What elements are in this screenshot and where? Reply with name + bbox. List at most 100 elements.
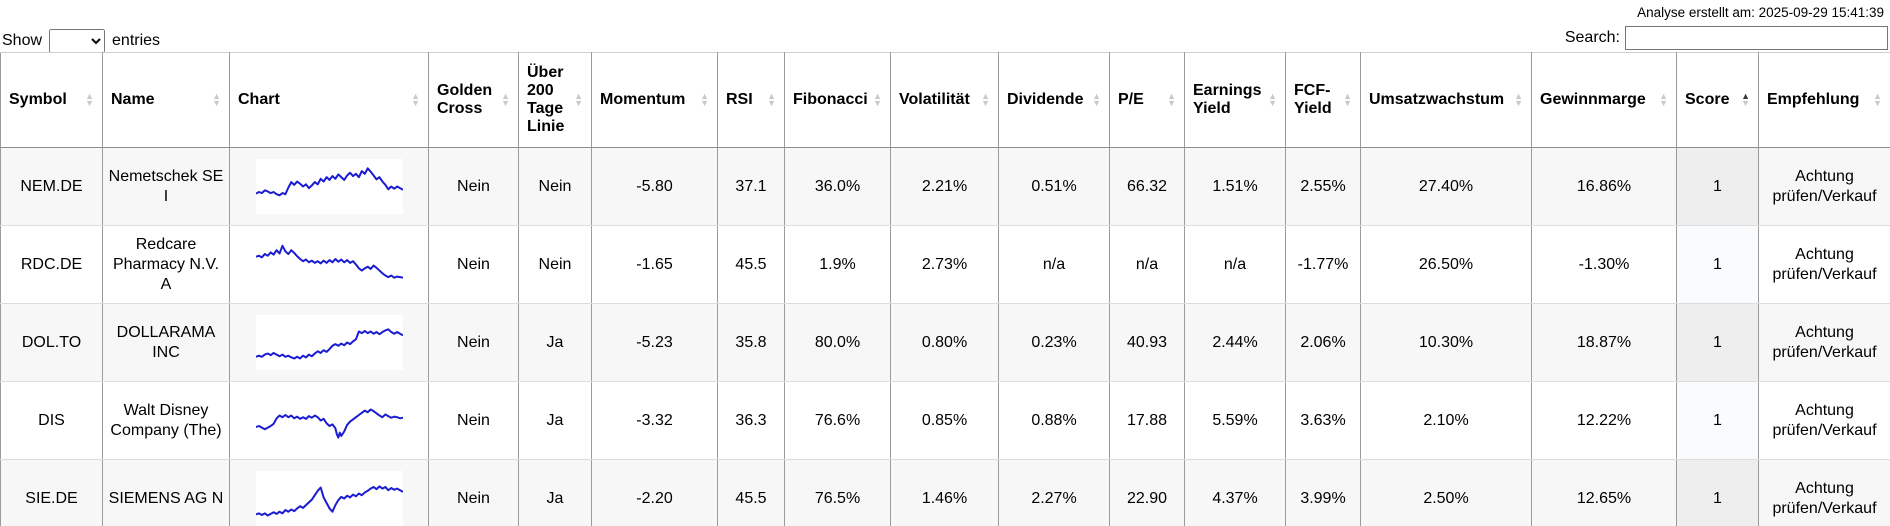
column-header-name[interactable]: Name ▲ ▼	[102, 52, 230, 148]
cell-earnings_yield: 4.37%	[1184, 459, 1286, 526]
column-header-umsatzwachstum[interactable]: Umsatzwachstum ▲ ▼	[1360, 52, 1532, 148]
sort-icon: ▲ ▼	[85, 91, 94, 108]
cell-pe: n/a	[1109, 225, 1185, 304]
cell-name: Walt Disney Company (The)	[102, 381, 230, 460]
cell-momentum: -5.23	[591, 303, 718, 382]
cell-golden_cross: Nein	[428, 147, 519, 226]
cell-fibonacci: 80.0%	[784, 303, 891, 382]
cell-fcf_yield: 3.99%	[1285, 459, 1361, 526]
sort-icon: ▲ ▼	[767, 91, 776, 108]
cell-earnings_yield: 2.44%	[1184, 303, 1286, 382]
cell-symbol: RDC.DE	[0, 225, 103, 304]
cell-score: 1	[1676, 225, 1759, 304]
column-label: P/E	[1118, 91, 1144, 108]
cell-golden_cross: Nein	[428, 381, 519, 460]
cell-golden_cross: Nein	[428, 303, 519, 382]
column-header-symbol[interactable]: Symbol ▲ ▼	[0, 52, 103, 148]
column-header-dividende[interactable]: Dividende ▲ ▼	[998, 52, 1110, 148]
column-header-volatilitaet[interactable]: Volatilität ▲ ▼	[890, 52, 999, 148]
sort-icon: ▲ ▼	[1268, 91, 1277, 108]
column-label: Empfehlung	[1767, 91, 1860, 108]
cell-golden_cross: Nein	[428, 225, 519, 304]
sort-icon: ▲ ▼	[981, 91, 990, 108]
cell-empfehlung: Achtung prüfen/Verkauf	[1758, 225, 1890, 304]
column-label: FCF-Yield	[1294, 82, 1332, 117]
cell-umsatzwachstum: 2.10%	[1360, 381, 1532, 460]
cell-rsi: 45.5	[717, 225, 785, 304]
table-row: RDC.DE Redcare Pharmacy N.V. A Nein Nein -1.…	[0, 225, 1890, 304]
cell-earnings_yield: 5.59%	[1184, 381, 1286, 460]
column-header-fcf_yield[interactable]: FCF-Yield ▲ ▼	[1285, 52, 1361, 148]
cell-chart	[229, 225, 429, 304]
cell-empfehlung: Achtung prüfen/Verkauf	[1758, 381, 1890, 460]
column-header-rsi[interactable]: RSI ▲ ▼	[717, 52, 785, 148]
cell-name: DOLLARAMA INC	[102, 303, 230, 382]
sort-icon: ▲ ▼	[1167, 91, 1176, 108]
entries-label: entries	[112, 32, 161, 49]
cell-name: SIEMENS AG N	[102, 459, 230, 526]
table-row: NEM.DE Nemetschek SE I Nein Nein -5.80 37.1 36…	[0, 147, 1890, 226]
search-input[interactable]	[1625, 26, 1888, 50]
cell-symbol: DOL.TO	[0, 303, 103, 382]
cell-volatilitaet: 1.46%	[890, 459, 999, 526]
cell-fibonacci: 36.0%	[784, 147, 891, 226]
cell-symbol: DIS	[0, 381, 103, 460]
cell-golden_cross: Nein	[428, 459, 519, 526]
cell-volatilitaet: 2.73%	[890, 225, 999, 304]
cell-rsi: 36.3	[717, 381, 785, 460]
cell-fcf_yield: 2.06%	[1285, 303, 1361, 382]
cell-ueber_200_tage_linie: Ja	[518, 381, 592, 460]
column-header-fibonacci[interactable]: Fibonacci ▲ ▼	[784, 52, 891, 148]
cell-fcf_yield: 3.63%	[1285, 381, 1361, 460]
sort-icon: ▲ ▼	[1092, 91, 1101, 108]
cell-ueber_200_tage_linie: Nein	[518, 147, 592, 226]
column-header-empfehlung[interactable]: Empfehlung ▲ ▼	[1758, 52, 1890, 148]
column-header-pe[interactable]: P/E ▲ ▼	[1109, 52, 1185, 148]
cell-symbol: NEM.DE	[0, 147, 103, 226]
sort-icon: ▲ ▼	[1514, 91, 1523, 108]
cell-pe: 40.93	[1109, 303, 1185, 382]
cell-score: 1	[1676, 303, 1759, 382]
sparkline-chart	[255, 393, 403, 448]
stock-table: Symbol ▲ ▼ Name ▲ ▼ Chart ▲ ▼ Golden Cross ▲ ▼ Über …	[0, 52, 1890, 526]
cell-dividende: 0.51%	[998, 147, 1110, 226]
cell-dividende: 0.23%	[998, 303, 1110, 382]
cell-volatilitaet: 0.80%	[890, 303, 999, 382]
cell-chart	[229, 147, 429, 226]
cell-umsatzwachstum: 26.50%	[1360, 225, 1532, 304]
search-control: Search:	[1565, 26, 1888, 50]
cell-gewinnmarge: 12.22%	[1531, 381, 1677, 460]
cell-gewinnmarge: 12.65%	[1531, 459, 1677, 526]
cell-symbol: SIE.DE	[0, 459, 103, 526]
column-label: Über 200 Tage Linie	[527, 64, 565, 135]
sparkline-chart	[255, 237, 403, 292]
search-label: Search:	[1564, 29, 1620, 46]
column-header-golden_cross[interactable]: Golden Cross ▲ ▼	[428, 52, 519, 148]
column-header-gewinnmarge[interactable]: Gewinnmarge ▲ ▼	[1531, 52, 1677, 148]
column-header-momentum[interactable]: Momentum ▲ ▼	[591, 52, 718, 148]
sparkline-chart	[255, 315, 403, 370]
cell-score: 1	[1676, 381, 1759, 460]
column-header-earnings_yield[interactable]: Earnings Yield ▲ ▼	[1184, 52, 1286, 148]
column-header-score[interactable]: Score ▲ ▼	[1676, 52, 1759, 148]
cell-empfehlung: Achtung prüfen/Verkauf	[1758, 303, 1890, 382]
entries-select[interactable]	[49, 29, 106, 53]
cell-fibonacci: 1.9%	[784, 225, 891, 304]
cell-pe: 22.90	[1109, 459, 1185, 526]
cell-pe: 66.32	[1109, 147, 1185, 226]
column-label: Volatilität	[899, 91, 970, 108]
column-header-chart[interactable]: Chart ▲ ▼	[229, 52, 429, 148]
cell-chart	[229, 459, 429, 526]
cell-rsi: 35.8	[717, 303, 785, 382]
sparkline-chart	[255, 159, 403, 214]
table-row: SIE.DE SIEMENS AG N Nein Ja -2.20 45.5 76.5% 1.…	[0, 459, 1890, 526]
cell-ueber_200_tage_linie: Ja	[518, 303, 592, 382]
cell-umsatzwachstum: 10.30%	[1360, 303, 1532, 382]
column-header-ueber_200_tage_linie[interactable]: Über 200 Tage Linie ▲ ▼	[518, 52, 592, 148]
column-label: RSI	[726, 91, 753, 108]
cell-dividende: n/a	[998, 225, 1110, 304]
sort-icon: ▲ ▼	[411, 91, 420, 108]
cell-chart	[229, 381, 429, 460]
cell-rsi: 37.1	[717, 147, 785, 226]
